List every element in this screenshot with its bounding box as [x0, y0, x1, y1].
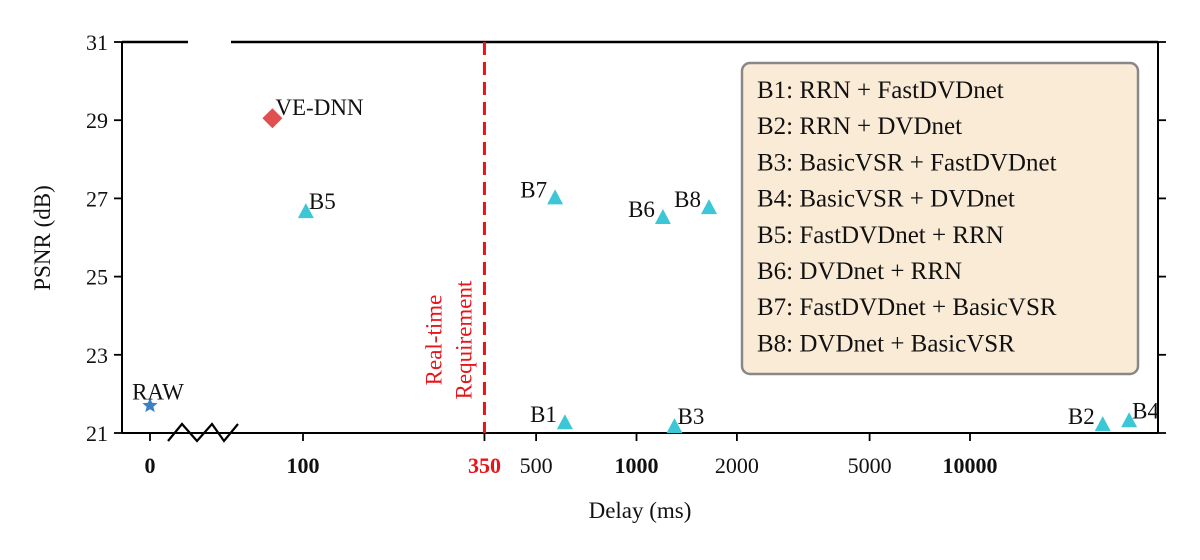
x-tick-label: 2000: [715, 453, 759, 478]
triangle-marker: [666, 418, 683, 434]
requirement-label: Real-time: [421, 295, 446, 386]
triangle-marker: [1121, 412, 1138, 428]
point-label: B2: [1068, 404, 1095, 429]
legend: B1: RRN + FastDVDnet B2: RRN + DVDnet B3: …: [740, 61, 1140, 376]
triangle-marker: [1094, 416, 1111, 432]
x-axis-ticks: 0 100 350 500 1000 2000 5000 10000: [145, 433, 998, 478]
x-tick-label: 5000: [848, 453, 892, 478]
point-label: B8: [674, 187, 701, 212]
y-axis-ticks: 21 23 25 27 29 31: [86, 30, 1166, 446]
data-point-ve-dnn: VE-DNN: [262, 95, 364, 129]
legend-entry: B7: FastDVDnet + BasicVSR: [757, 294, 1057, 321]
point-label: VE-DNN: [275, 95, 364, 120]
legend-entry: B2: RRN + DVDnet: [757, 113, 962, 140]
legend-entry: B6: DVDnet + RRN: [757, 258, 962, 285]
star-marker: [142, 397, 158, 413]
data-point-b1: B1: [530, 402, 573, 430]
data-point-b7: B7: [520, 177, 564, 205]
point-label: B3: [678, 404, 705, 429]
legend-entry: B5: FastDVDnet + RRN: [757, 222, 1004, 249]
legend-entry: B1: RRN + FastDVDnet: [757, 77, 1004, 104]
x-tick-label: 500: [520, 453, 553, 478]
legend-entry: B8: DVDnet + BasicVSR: [757, 330, 1015, 357]
point-label: RAW: [132, 380, 184, 405]
y-tick-label: 31: [86, 30, 108, 55]
x-tick-label: 1000: [615, 453, 659, 478]
data-points: RAW VE-DNN B5 B7 B6 B8 B1 B3 B2 B4: [132, 95, 1159, 434]
point-label: B1: [530, 402, 557, 427]
triangle-marker: [297, 203, 314, 219]
x-axis-label: Delay (ms): [589, 498, 692, 523]
data-point-b5: B5: [297, 189, 336, 219]
triangle-marker: [556, 414, 573, 430]
y-tick-label: 27: [86, 186, 108, 211]
legend-entry: B4: BasicVSR + DVDnet: [757, 186, 1015, 213]
data-point-raw: RAW: [132, 380, 184, 413]
triangle-marker: [701, 199, 718, 215]
triangle-marker: [654, 208, 671, 224]
triangle-marker: [547, 189, 564, 205]
x-tick-label: 100: [287, 453, 320, 478]
data-point-b6: B6: [628, 197, 671, 224]
x-tick-label: 350: [468, 453, 501, 478]
real-time-requirement: Real-time Requirement: [421, 42, 486, 433]
axis-break-zigzag: [167, 422, 239, 443]
point-label: B6: [628, 197, 655, 222]
y-tick-label: 25: [86, 265, 108, 290]
y-tick-label: 23: [86, 343, 108, 368]
point-label: B7: [520, 177, 547, 202]
x-tick-label: 10000: [943, 453, 998, 478]
diamond-marker: [262, 108, 283, 129]
y-axis-label: PSNR (dB): [30, 185, 55, 290]
y-tick-label: 21: [86, 421, 108, 446]
legend-box: [740, 61, 1140, 376]
data-point-b3: B3: [666, 404, 705, 434]
data-point-b2: B2: [1068, 404, 1111, 432]
legend-entry: B3: BasicVSR + FastDVDnet: [757, 149, 1057, 176]
point-label: B4: [1132, 398, 1159, 423]
y-tick-label: 29: [86, 108, 108, 133]
data-point-b4: B4: [1121, 398, 1159, 428]
data-point-b8: B8: [674, 187, 718, 215]
plot-frame: [121, 40, 1159, 443]
x-tick-label: 0: [145, 453, 156, 478]
requirement-label: Requirement: [451, 280, 476, 399]
point-label: B5: [309, 189, 336, 214]
